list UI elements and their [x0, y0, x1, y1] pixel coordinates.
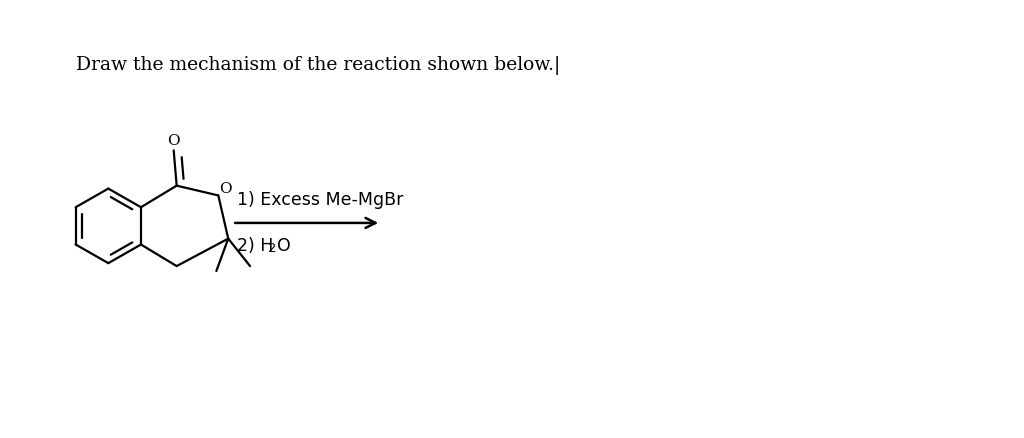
Text: O: O [219, 182, 231, 196]
Text: 2: 2 [268, 242, 278, 254]
Text: 1) Excess Me-MgBr: 1) Excess Me-MgBr [238, 191, 403, 209]
Text: O: O [276, 237, 291, 254]
Text: O: O [167, 134, 180, 148]
Text: 2) H: 2) H [238, 237, 273, 254]
Text: Draw the mechanism of the reaction shown below.|: Draw the mechanism of the reaction shown… [76, 56, 560, 75]
